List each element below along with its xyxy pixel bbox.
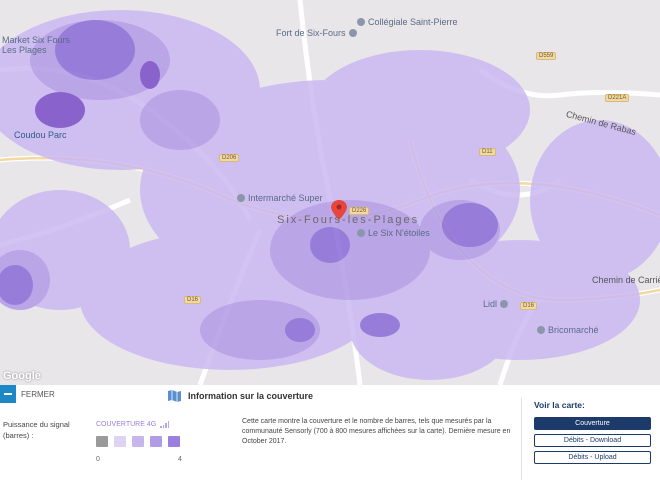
poi-six-etoiles-label: Le Six N'étoiles: [368, 228, 430, 238]
info-title-text: Information sur la couverture: [188, 391, 314, 401]
shopping-cart-icon: [500, 300, 509, 308]
legend-title-text: COUVERTURE 4G: [96, 421, 157, 428]
map-canvas: [0, 0, 660, 385]
signal-bars-icon: [160, 421, 170, 428]
poi-collegiale-label: Collégiale Saint-Pierre: [368, 17, 458, 27]
store-icon: [537, 326, 545, 334]
signal-label: Puissance du signal (barres) :: [3, 420, 70, 440]
church-icon: [357, 18, 365, 26]
road-badge: D226: [349, 207, 370, 215]
coverage-description: Cette carte montre la couverture et le n…: [242, 418, 511, 445]
poi-collegiale[interactable]: Collégiale Saint-Pierre: [357, 17, 458, 27]
poi-bricomarche[interactable]: Bricomarché: [537, 325, 599, 335]
poi-six-etoiles[interactable]: Le Six N'étoiles: [357, 228, 430, 238]
download-speed-button[interactable]: Débits - Download: [534, 434, 651, 447]
road-badge: D11: [479, 148, 496, 156]
map-icon: [168, 390, 181, 402]
road-badge: D559: [536, 52, 557, 60]
coverage-button[interactable]: Couverture: [534, 417, 651, 430]
poi-lidl-label: Lidl: [483, 299, 498, 309]
legend-swatch: [132, 436, 144, 447]
poi-bricomarche-label: Bricomarché: [548, 325, 599, 335]
info-title: Information sur la couverture: [167, 389, 313, 403]
legend-swatch: [96, 436, 108, 447]
poi-lidl[interactable]: Lidl: [483, 299, 509, 309]
poi-intermarche-label: Intermarché Super: [248, 193, 323, 203]
see-map-title: Voir la carte:: [534, 400, 585, 410]
road-badge: D221A: [605, 94, 630, 102]
see-map-section: Voir la carte: Couverture Débits - Downl…: [521, 398, 657, 480]
legend-swatch: [114, 436, 126, 447]
road-badge: D16: [520, 302, 538, 310]
poi-coudou-label: Coudou Parc: [14, 130, 67, 140]
restaurant-icon: [357, 229, 365, 237]
road-badge: D206: [219, 154, 240, 162]
coverage-layer: [0, 10, 660, 380]
legend-swatch: [168, 436, 180, 447]
poi-market-label: Market Six Fours Les Plages: [2, 35, 71, 55]
minus-icon: [4, 393, 12, 395]
poi-coudou[interactable]: Coudou Parc: [14, 130, 67, 140]
legend-max: 4: [178, 456, 182, 463]
poi-fort-label: Fort de Six-Fours: [276, 28, 346, 38]
close-button[interactable]: [0, 385, 16, 403]
upload-speed-button[interactable]: Débits - Upload: [534, 451, 651, 464]
street-chemin-carriere: Chemin de Carrière: [592, 275, 660, 285]
poi-fort[interactable]: Fort de Six-Fours: [276, 28, 357, 38]
location-marker: [331, 200, 347, 220]
poi-intermarche[interactable]: Intermarché Super: [237, 193, 323, 203]
legend-swatches: [96, 436, 180, 447]
city-label: Six-Fours-les-Plages: [277, 214, 420, 226]
monument-icon: [348, 29, 357, 37]
legend-title: COUVERTURE 4G: [96, 421, 170, 428]
coverage-info-panel: FERMER Information sur la couverture Pui…: [0, 385, 660, 486]
close-label[interactable]: FERMER: [21, 389, 55, 399]
poi-market[interactable]: Market Six Fours Les Plages: [2, 35, 82, 55]
coverage-map[interactable]: Fort de Six-Fours Collégiale Saint-Pierr…: [0, 0, 660, 385]
close-row[interactable]: FERMER: [0, 385, 55, 403]
legend-min: 0: [96, 456, 100, 463]
legend-swatch: [150, 436, 162, 447]
road-badge: D16: [184, 296, 202, 304]
google-logo: Google: [3, 370, 41, 382]
shopping-cart-icon: [237, 194, 245, 202]
